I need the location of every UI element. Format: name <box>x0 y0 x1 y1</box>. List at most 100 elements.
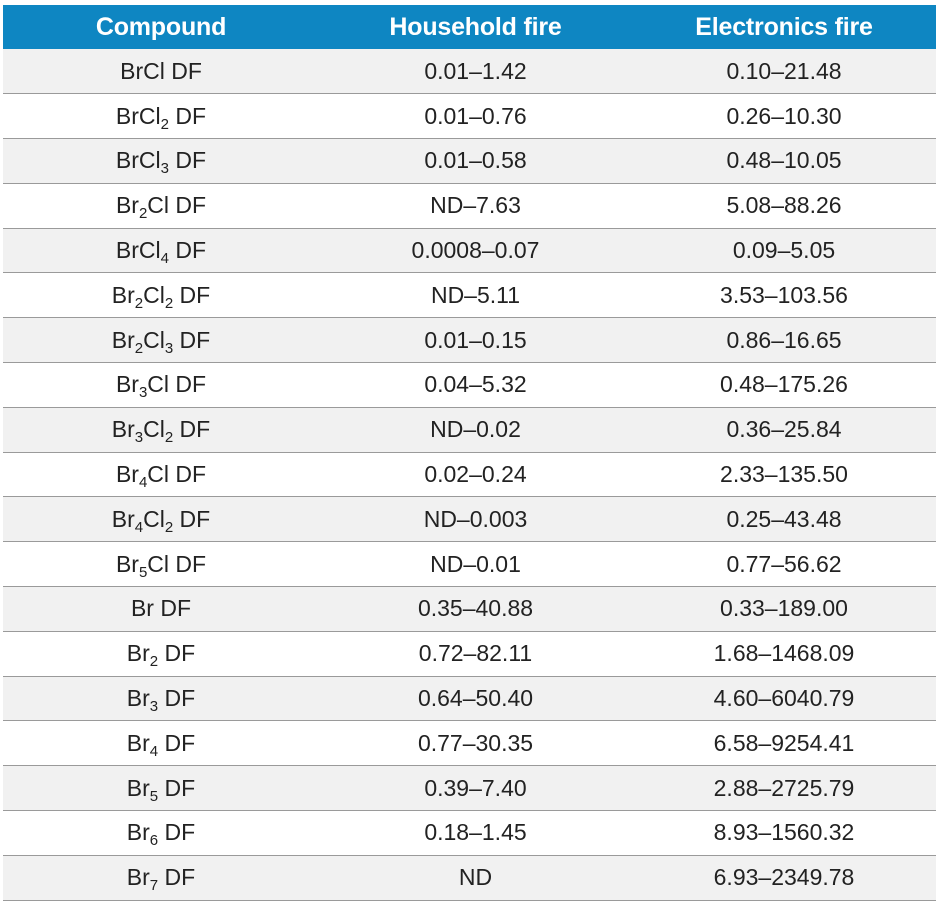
compound-cell: Br2Cl DF <box>3 183 319 229</box>
compound-subscript: 2 <box>149 653 159 671</box>
electronics-fire-cell: 6.58–9254.41 <box>632 720 936 767</box>
compound-text: Br <box>126 774 150 801</box>
table-row: Br4Cl2 DF ND–0.003 0.25–43.48 <box>3 496 936 543</box>
table-row: Br DF 0.35–40.88 0.33–189.00 <box>3 586 936 632</box>
compound-cell: Br5 DF <box>3 765 319 812</box>
household-fire-cell: 0.01–0.76 <box>319 93 632 140</box>
household-fire-cell: 0.01–0.58 <box>319 138 632 184</box>
table-row: Br4 DF 0.77–30.35 6.58–9254.41 <box>3 720 936 767</box>
electronics-fire-cell: 8.93–1560.32 <box>632 810 936 856</box>
household-fire-cell: ND–5.11 <box>319 272 632 319</box>
compound-subscript: 3 <box>134 429 144 447</box>
compound-subscript: 3 <box>138 384 148 402</box>
compound-text: DF <box>169 102 207 129</box>
compound-text: DF <box>158 819 196 846</box>
compound-text: Br <box>111 281 135 308</box>
compound-subscript: 4 <box>134 518 144 536</box>
compound-text: Br <box>111 326 135 353</box>
compound-text: Br <box>115 550 139 577</box>
table-row: Br2 DF 0.72–82.11 1.68–1468.09 <box>3 631 936 677</box>
compound-cell: Br3 DF <box>3 676 319 722</box>
compound-text: Br <box>126 819 150 846</box>
compound-subscript: 2 <box>164 294 174 312</box>
compound-cell: Br4 DF <box>3 720 319 767</box>
electronics-fire-cell: 2.88–2725.79 <box>632 765 936 812</box>
household-fire-cell: 0.01–0.15 <box>319 317 632 364</box>
electronics-fire-cell: 6.93–2349.78 <box>632 855 936 901</box>
compound-cell: BrCl3 DF <box>3 138 319 184</box>
household-fire-cell: ND–0.02 <box>319 407 632 453</box>
column-header-compound: Compound <box>95 12 227 41</box>
electronics-fire-cell: 0.36–25.84 <box>632 407 936 453</box>
table-row: Br6 DF 0.18–1.45 8.93–1560.32 <box>3 810 936 856</box>
compound-text: BrCl DF <box>120 57 202 84</box>
compound-subscript: 3 <box>164 339 174 357</box>
compound-text: Br <box>115 461 139 488</box>
compound-cell: Br3Cl2 DF <box>3 407 319 453</box>
compound-text: Cl <box>143 416 165 443</box>
household-fire-cell: 0.18–1.45 <box>319 810 632 856</box>
table-body: BrCl DF 0.01–1.42 0.10–21.48 BrCl2 DF 0.01–0… <box>3 49 936 901</box>
compound-text: Br <box>115 192 139 219</box>
compound-subscript: 2 <box>160 115 169 133</box>
compound-subscript: 2 <box>164 429 174 447</box>
compound-cell: Br3Cl DF <box>3 362 319 408</box>
compound-text: DF <box>158 864 196 891</box>
compound-text: DF <box>169 147 207 174</box>
table-row: Br5 DF 0.39–7.40 2.88–2725.79 <box>3 765 936 812</box>
compound-cell: Br6 DF <box>3 810 319 856</box>
electronics-fire-cell: 0.26–10.30 <box>632 93 936 140</box>
compound-subscript: 3 <box>160 160 169 178</box>
compound-cell: Br2Cl3 DF <box>3 317 319 364</box>
compound-subscript: 2 <box>164 518 174 536</box>
compound-subscript: 4 <box>149 742 159 760</box>
household-fire-cell: 0.0008–0.07 <box>319 228 632 274</box>
compound-subscript: 4 <box>138 474 148 492</box>
table-row: BrCl DF 0.01–1.42 0.10–21.48 <box>3 49 936 95</box>
household-fire-cell: 0.39–7.40 <box>319 765 632 812</box>
household-fire-cell: ND <box>319 855 632 901</box>
electronics-fire-cell: 0.25–43.48 <box>632 496 936 543</box>
table-row: Br5Cl DF ND–0.01 0.77–56.62 <box>3 541 936 588</box>
compound-cell: Br2Cl2 DF <box>3 272 319 319</box>
compound-subscript: 2 <box>134 294 144 312</box>
compound-concentration-table: Compound Household fire Electronics fire… <box>3 5 936 901</box>
table-row: Br2Cl3 DF 0.01–0.15 0.86–16.65 <box>3 317 936 364</box>
electronics-fire-cell: 2.33–135.50 <box>632 452 936 498</box>
compound-text: Br <box>126 729 150 756</box>
compound-text: DF <box>158 774 196 801</box>
electronics-fire-cell: 0.09–5.05 <box>632 228 936 274</box>
compound-text: DF <box>173 281 211 308</box>
compound-text: DF <box>173 326 211 353</box>
household-fire-cell: 0.35–40.88 <box>319 586 632 632</box>
compound-cell: Br4Cl DF <box>3 452 319 498</box>
header-row: Compound Household fire Electronics fire <box>3 5 936 49</box>
compound-text: Br <box>115 371 139 398</box>
compound-text: Br <box>126 640 150 667</box>
table-row: Br3Cl2 DF ND–0.02 0.36–25.84 <box>3 407 936 453</box>
compound-text: DF <box>173 505 211 532</box>
table-row: Br7 DF ND 6.93–2349.78 <box>3 855 936 901</box>
compound-text: Br <box>111 505 135 532</box>
compound-subscript: 5 <box>149 787 159 805</box>
household-fire-cell: 0.77–30.35 <box>319 720 632 767</box>
electronics-fire-cell: 3.53–103.56 <box>632 272 936 319</box>
electronics-fire-cell: 0.33–189.00 <box>632 586 936 632</box>
compound-cell: Br DF <box>3 586 319 632</box>
compound-text: Br DF <box>130 595 192 622</box>
table-row: Br3 DF 0.64–50.40 4.60–6040.79 <box>3 676 936 722</box>
table-row: Br4Cl DF 0.02–0.24 2.33–135.50 <box>3 452 936 498</box>
compound-text: Cl DF <box>147 461 207 488</box>
compound-subscript: 3 <box>149 698 159 716</box>
compound-text: DF <box>158 685 196 712</box>
column-header-household-fire: Household fire <box>389 12 562 41</box>
electronics-fire-cell: 4.60–6040.79 <box>632 676 936 722</box>
table-row: Br2Cl2 DF ND–5.11 3.53–103.56 <box>3 272 936 319</box>
table-row: Br2Cl DF ND–7.63 5.08–88.26 <box>3 183 936 229</box>
compound-subscript: 6 <box>149 832 159 850</box>
compound-subscript: 4 <box>160 250 169 268</box>
compound-subscript: 7 <box>149 877 159 895</box>
electronics-fire-cell: 1.68–1468.09 <box>632 631 936 677</box>
compound-cell: BrCl DF <box>3 49 319 95</box>
compound-cell: BrCl2 DF <box>3 93 319 140</box>
